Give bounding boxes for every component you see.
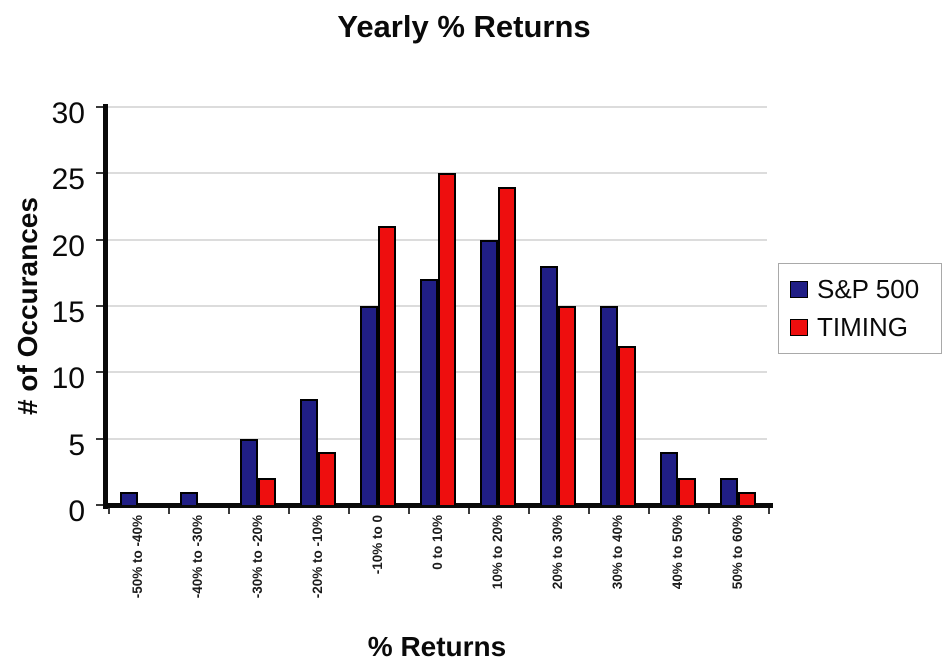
gridline-25 — [108, 172, 767, 175]
y-tick-mark — [96, 371, 103, 374]
bar-timing-11 — [738, 492, 756, 505]
y-tick-mark — [96, 238, 103, 241]
legend-swatch-sp500 — [790, 281, 808, 298]
x-tick-mark — [768, 508, 770, 514]
x-category-label-10: 40% to 50% — [670, 515, 685, 590]
x-tick-mark — [348, 508, 350, 514]
x-tick-mark — [408, 508, 410, 514]
bar-sp500-7 — [480, 240, 498, 505]
chart-title: Yearly % Returns — [337, 9, 591, 44]
x-tick-mark — [228, 508, 230, 514]
legend-swatch-timing — [790, 319, 808, 336]
bar-timing-4 — [318, 452, 336, 505]
x-axis-line — [103, 503, 773, 508]
y-tick-label-25: 25 — [51, 163, 85, 197]
bar-timing-8 — [558, 306, 576, 505]
bar-sp500-9 — [600, 306, 618, 505]
legend-item-timing: TIMING — [790, 312, 941, 343]
bar-sp500-1 — [120, 492, 138, 505]
x-category-label-3: -30% to -20% — [250, 515, 265, 599]
x-category-label-9: 30% to 40% — [610, 515, 625, 590]
x-category-label-7: 10% to 20% — [490, 515, 505, 590]
x-tick-mark — [528, 508, 530, 514]
legend-label-timing: TIMING — [817, 312, 908, 342]
gridline-30 — [108, 106, 767, 108]
bar-sp500-8 — [540, 266, 558, 505]
bar-timing-7 — [498, 187, 516, 505]
x-tick-mark — [288, 508, 290, 514]
y-tick-label-10: 10 — [51, 362, 85, 396]
x-axis-title: % Returns — [367, 631, 507, 662]
x-category-label-6: 0 to 10% — [430, 515, 445, 570]
bar-timing-6 — [438, 173, 456, 505]
bar-sp500-2 — [180, 492, 198, 505]
y-tick-label-30: 30 — [51, 97, 85, 130]
y-tick-label-20: 20 — [51, 229, 85, 263]
x-category-label-2: -40% to -30% — [190, 515, 205, 599]
x-category-label-8: 20% to 30% — [550, 515, 565, 590]
legend: S&P 500 TIMING — [778, 263, 942, 354]
bar-sp500-11 — [720, 478, 738, 505]
y-tick-label-15: 15 — [51, 296, 85, 329]
y-tick-label-0: 0 — [68, 495, 85, 528]
y-tick-mark — [96, 504, 103, 506]
y-tick-mark — [96, 437, 103, 440]
x-category-label-11: 50% to 60% — [730, 515, 745, 590]
bar-sp500-5 — [360, 306, 378, 505]
x-tick-mark — [708, 508, 710, 514]
y-tick-mark — [96, 305, 103, 307]
bar-timing-5 — [378, 226, 396, 505]
bar-timing-3 — [258, 478, 276, 505]
bar-timing-9 — [618, 346, 636, 505]
x-tick-mark — [108, 508, 110, 514]
y-tick-mark — [96, 106, 103, 108]
x-category-label-4: -20% to -10% — [310, 515, 325, 599]
y-axis-line — [103, 104, 108, 509]
y-tick-label-5: 5 — [68, 428, 85, 462]
bar-timing-10 — [678, 478, 696, 505]
y-tick-mark — [96, 172, 103, 175]
gridline-20 — [108, 238, 767, 241]
x-tick-mark — [648, 508, 650, 514]
x-category-label-1: -50% to -40% — [130, 515, 145, 599]
x-tick-mark — [468, 508, 470, 514]
x-category-label-5: -10% to 0 — [370, 515, 385, 575]
bar-sp500-6 — [420, 279, 438, 505]
bar-sp500-3 — [240, 439, 258, 505]
bar-sp500-10 — [660, 452, 678, 505]
legend-label-sp500: S&P 500 — [817, 274, 920, 304]
plot-area — [108, 106, 768, 505]
x-tick-mark — [588, 508, 590, 514]
x-tick-mark — [168, 508, 170, 514]
bar-sp500-4 — [300, 399, 318, 505]
legend-item-sp500: S&P 500 — [790, 274, 941, 305]
